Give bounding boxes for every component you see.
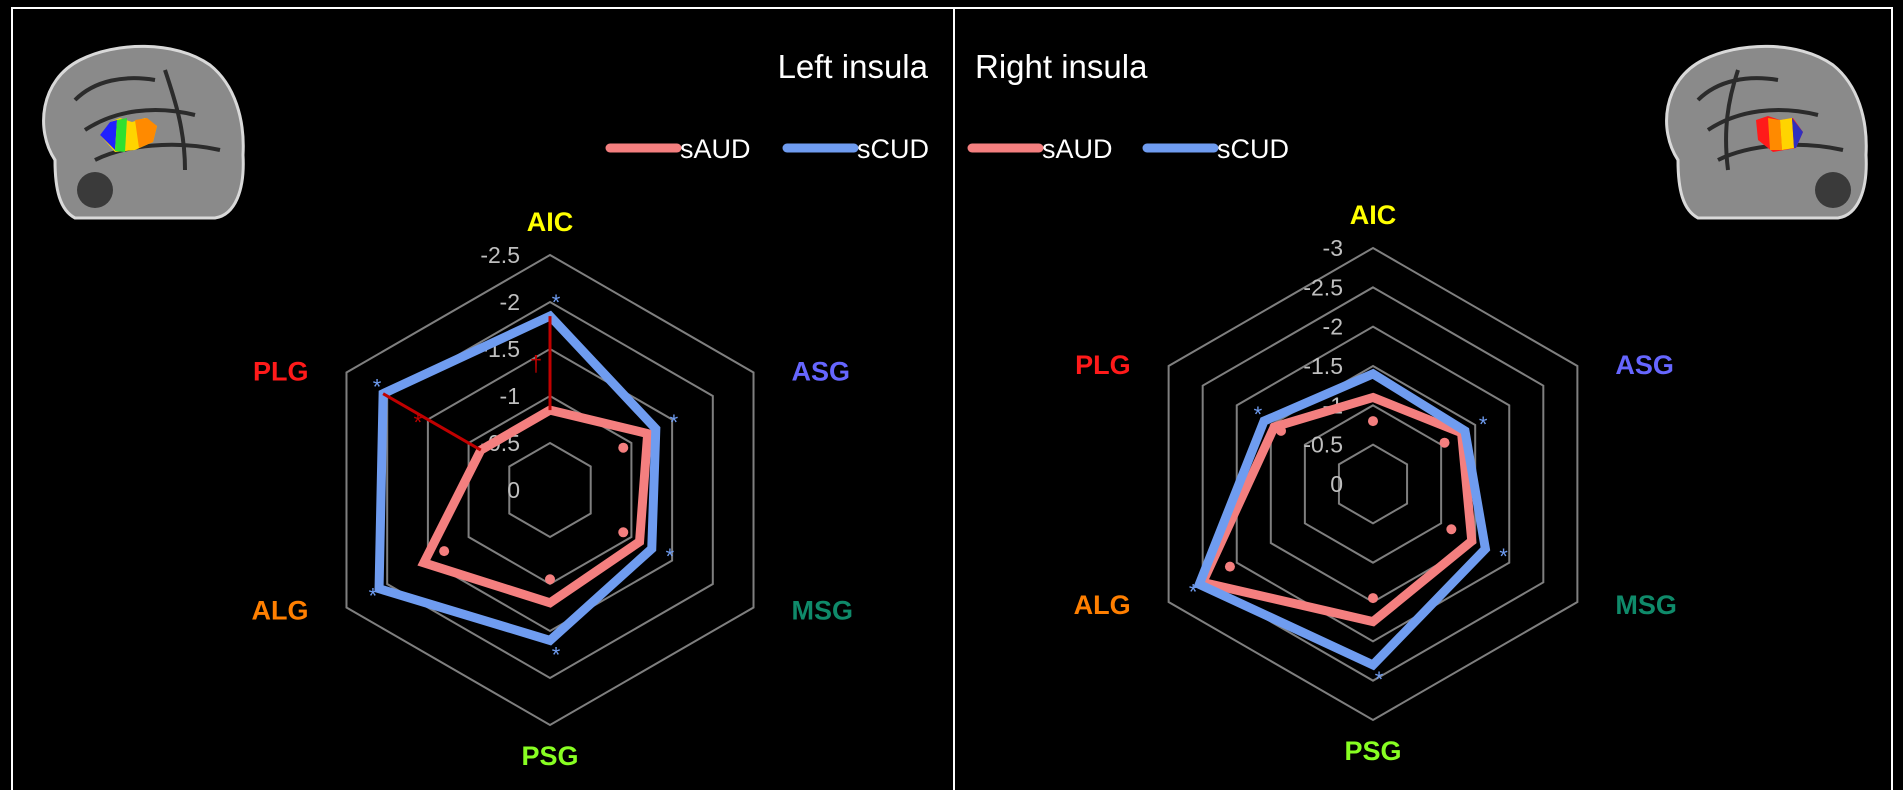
tick-label: -1: [500, 383, 520, 409]
annotation-mark: *: [414, 410, 423, 435]
legend-label-scud: sCUD: [1217, 134, 1289, 164]
saud-point: [1446, 524, 1457, 535]
left-panel-title: Left insula: [778, 48, 929, 85]
axis-label-psg: PSG: [1344, 736, 1401, 766]
right-legend: sAUD sCUD: [967, 134, 1289, 164]
annotation-mark: †: [530, 351, 542, 376]
significance-star: *: [666, 544, 675, 569]
significance-star: *: [670, 410, 679, 435]
axis-label-plg: PLG: [1075, 350, 1131, 380]
left-insula-radar: -2.5-2-1.5-1-0.50AICASGMSGPSGALGPLG*****…: [251, 207, 853, 771]
axis-label-alg: ALG: [251, 596, 308, 626]
saud-point: [618, 527, 629, 538]
legend-label-saud: sAUD: [680, 134, 751, 164]
axis-label-asg: ASG: [792, 357, 851, 387]
saud-point: [439, 546, 450, 557]
saud-point: [1368, 593, 1378, 604]
saud-point: [618, 442, 629, 453]
grid-ring: [508, 441, 592, 539]
tick-label: -2.5: [480, 242, 520, 268]
tick-label: -1.5: [1303, 353, 1343, 379]
axis-label-alg: ALG: [1074, 590, 1131, 620]
significance-star: *: [1479, 412, 1488, 437]
tick-label: -2.5: [1303, 274, 1343, 300]
grid-ring: [1235, 325, 1511, 643]
saud-point: [1276, 425, 1287, 436]
significance-star: *: [1189, 579, 1198, 604]
figure-frame: [11, 7, 1893, 790]
grid-ring: [345, 253, 755, 727]
axis-label-aic: AIC: [527, 207, 574, 237]
axis-label-aic: AIC: [1350, 200, 1397, 230]
annotation-line: [382, 392, 482, 452]
grid-ring: [1337, 443, 1409, 525]
grid-ring: [1167, 246, 1579, 722]
legend-label-saud: sAUD: [1042, 134, 1113, 164]
significance-star: *: [1254, 402, 1263, 427]
legend-label-scud: sCUD: [857, 134, 929, 164]
right-insula-radar: -3-2.5-2-1.5-1-0.50AICASGMSGPSGALGPLG***…: [1074, 200, 1677, 766]
grid-ring: [1303, 404, 1443, 564]
significance-star: *: [373, 375, 382, 400]
saud-point: [1224, 561, 1235, 572]
significance-star: *: [369, 584, 378, 609]
tick-label: -2: [1323, 314, 1343, 340]
brain-sagittal-right-icon: [1665, 44, 1868, 220]
tick-label: -0.5: [1303, 432, 1343, 458]
left-legend: sAUD sCUD: [605, 134, 929, 164]
axis-label-asg: ASG: [1615, 350, 1674, 380]
significance-star: *: [552, 290, 561, 315]
brain-sagittal-left-icon: [42, 44, 245, 220]
grid-ring: [1201, 286, 1545, 682]
saud-point: [545, 574, 555, 585]
significance-star: *: [1375, 667, 1384, 692]
right-panel-title: Right insula: [975, 48, 1148, 85]
significance-star: *: [552, 642, 561, 667]
axis-label-psg: PSG: [521, 741, 578, 771]
saud-point: [1368, 416, 1378, 427]
axis-label-plg: PLG: [253, 357, 309, 387]
saud-point: [1439, 437, 1450, 448]
significance-star: *: [1499, 544, 1508, 569]
tick-label: 0: [507, 477, 520, 503]
series-line-saud: [417, 405, 653, 608]
axis-label-msg: MSG: [792, 596, 854, 626]
series-line-scud: [1193, 368, 1491, 671]
axis-label-msg: MSG: [1615, 590, 1677, 620]
tick-label: 0: [1330, 471, 1343, 497]
tick-label: -3: [1323, 235, 1343, 261]
tick-label: -2: [500, 289, 520, 315]
